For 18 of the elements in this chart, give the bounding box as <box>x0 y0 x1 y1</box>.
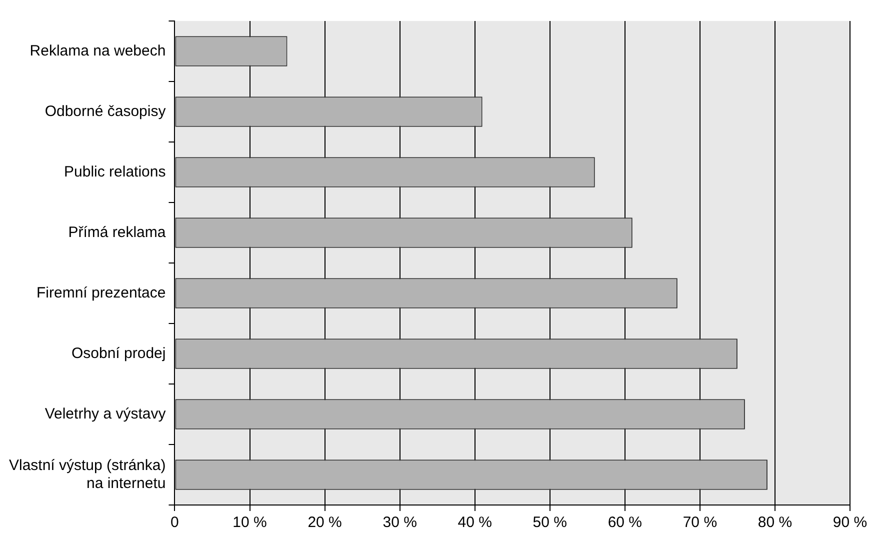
y-tick-label: Odborné časopisy <box>44 102 166 120</box>
x-tick-label: 50 % <box>532 514 567 532</box>
y-tick-label: Vlastní výstup (stránka) na internetu <box>8 456 166 492</box>
y-tick-label: Veletrhy a výstavy <box>44 405 166 422</box>
x-tick-label: 10 % <box>232 514 267 532</box>
y-tick-label: Firemní prezentace <box>36 284 166 302</box>
y-tick-label: Přímá reklama <box>68 224 166 241</box>
x-tick-label: 0 <box>170 514 179 532</box>
x-tick-label: 20 % <box>308 514 342 532</box>
y-tick-label: Osobní prodej <box>71 344 166 362</box>
x-tick-label: 60 % <box>608 514 642 532</box>
x-tick-label: 80 % <box>758 514 792 532</box>
x-tick-label: 40 % <box>458 514 492 532</box>
x-tick-label: 30 % <box>382 514 417 532</box>
y-tick-label: Reklama na webech <box>30 42 166 60</box>
y-tick-label: Public relations <box>64 163 166 180</box>
x-tick-label: 70 % <box>682 514 718 532</box>
x-tick-label: 90 % <box>832 514 868 532</box>
